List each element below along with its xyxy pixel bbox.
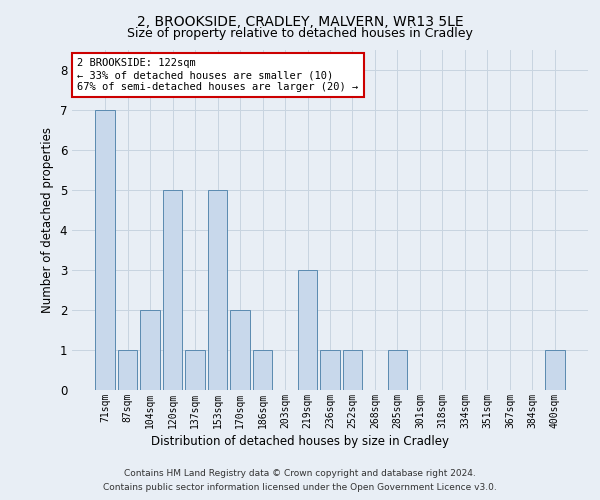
- Text: Size of property relative to detached houses in Cradley: Size of property relative to detached ho…: [127, 28, 473, 40]
- Text: Contains public sector information licensed under the Open Government Licence v3: Contains public sector information licen…: [103, 484, 497, 492]
- Bar: [118, 350, 137, 390]
- Bar: [163, 190, 182, 390]
- Bar: [230, 310, 250, 390]
- Y-axis label: Number of detached properties: Number of detached properties: [41, 127, 54, 313]
- Bar: [140, 310, 160, 390]
- Text: Contains HM Land Registry data © Crown copyright and database right 2024.: Contains HM Land Registry data © Crown c…: [124, 468, 476, 477]
- Bar: [298, 270, 317, 390]
- Bar: [208, 190, 227, 390]
- Text: 2, BROOKSIDE, CRADLEY, MALVERN, WR13 5LE: 2, BROOKSIDE, CRADLEY, MALVERN, WR13 5LE: [137, 15, 463, 29]
- Bar: [343, 350, 362, 390]
- Text: 2 BROOKSIDE: 122sqm
← 33% of detached houses are smaller (10)
67% of semi-detach: 2 BROOKSIDE: 122sqm ← 33% of detached ho…: [77, 58, 358, 92]
- Bar: [388, 350, 407, 390]
- Bar: [185, 350, 205, 390]
- Bar: [253, 350, 272, 390]
- Bar: [545, 350, 565, 390]
- Bar: [320, 350, 340, 390]
- Bar: [95, 110, 115, 390]
- Text: Distribution of detached houses by size in Cradley: Distribution of detached houses by size …: [151, 435, 449, 448]
